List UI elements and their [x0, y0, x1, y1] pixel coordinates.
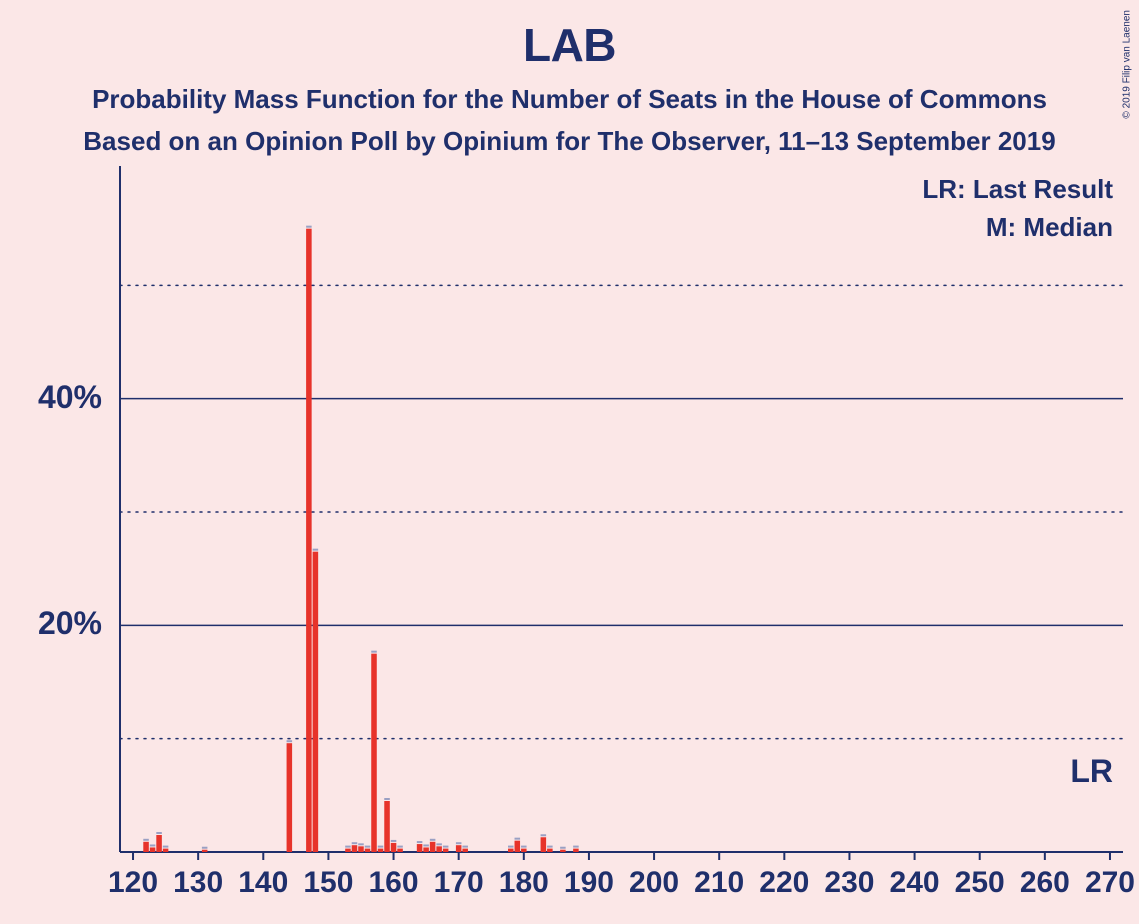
x-tick-label: 190	[554, 866, 624, 900]
x-tick-label: 270	[1075, 866, 1139, 900]
x-tick-label: 160	[359, 866, 429, 900]
x-tick-label: 200	[619, 866, 689, 900]
x-tick-label: 130	[163, 866, 233, 900]
x-tick-label: 220	[749, 866, 819, 900]
chart-subtitle-1: Probability Mass Function for the Number…	[0, 84, 1139, 115]
chart-subtitle-2: Based on an Opinion Poll by Opinium for …	[0, 126, 1139, 157]
x-tick-label: 180	[489, 866, 559, 900]
y-tick-label: 40%	[0, 379, 102, 416]
x-tick-label: 150	[293, 866, 363, 900]
legend-median: M: Median	[120, 212, 1113, 243]
x-tick-label: 140	[228, 866, 298, 900]
legend-last-result: LR: Last Result	[120, 174, 1113, 205]
y-tick-label: 20%	[0, 605, 102, 642]
x-tick-label: 170	[424, 866, 494, 900]
last-result-marker-label: LR	[1003, 753, 1113, 790]
x-tick-label: 210	[684, 866, 754, 900]
x-tick-label: 120	[98, 866, 168, 900]
x-tick-label: 230	[814, 866, 884, 900]
copyright-notice: © 2019 Filip van Laenen	[1122, 10, 1133, 119]
chart-title: LAB	[0, 18, 1139, 72]
x-tick-label: 240	[880, 866, 950, 900]
x-tick-label: 250	[945, 866, 1015, 900]
x-tick-label: 260	[1010, 866, 1080, 900]
